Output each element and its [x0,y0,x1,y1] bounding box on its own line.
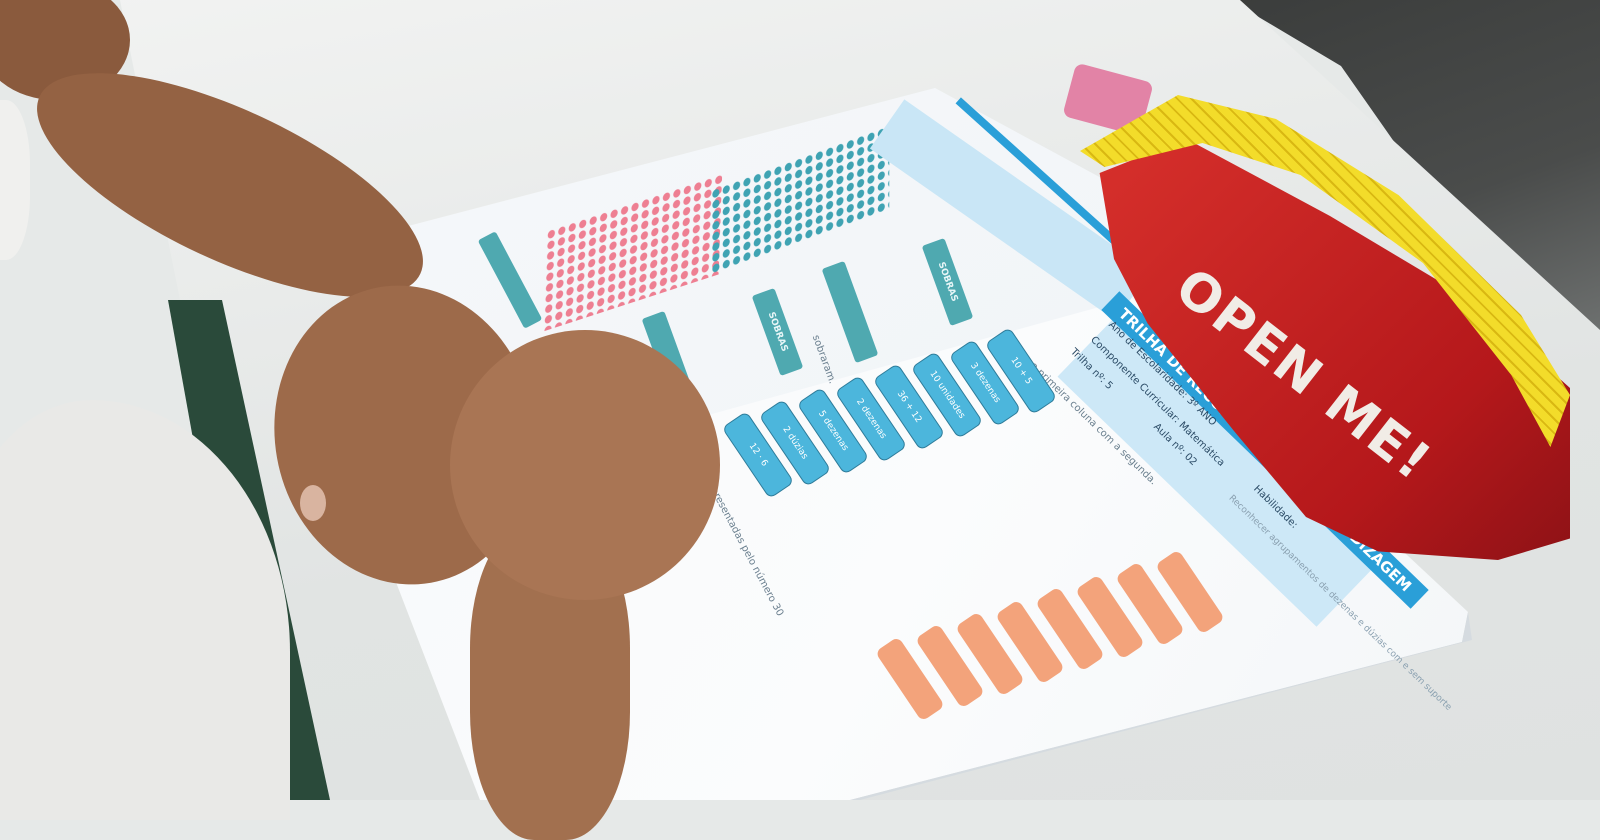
fingernail [300,485,326,521]
right-hand [450,330,720,600]
child-sleeve [0,100,30,260]
